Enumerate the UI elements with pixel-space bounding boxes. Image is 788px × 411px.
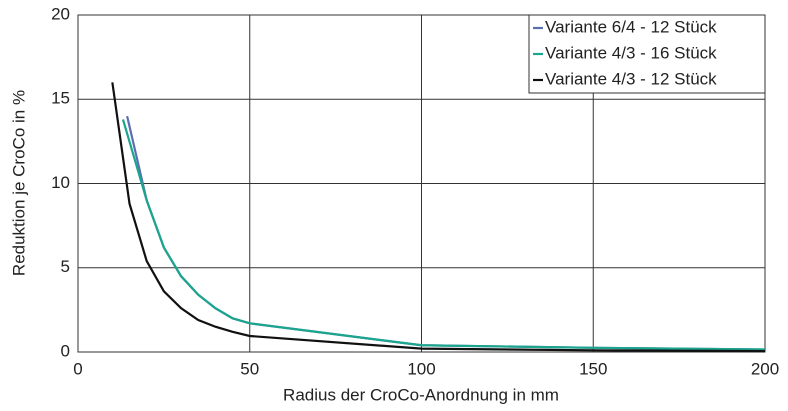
y-axis-label: Reduktion je CroCo in % [9,90,28,276]
y-tick-label: 10 [51,173,70,192]
series-line [126,115,766,351]
y-tick-label: 0 [61,341,70,360]
x-tick-label: 150 [579,359,607,378]
x-tick-label: 200 [751,359,779,378]
series-line [121,119,766,351]
x-axis-label: Radius der CroCo-Anordnung in mm [283,385,559,404]
legend-label: Variante 4/3 - 16 Stück [545,43,717,62]
series-line [111,82,766,353]
x-tick-label: 50 [240,359,259,378]
x-tick-label: 100 [407,359,435,378]
y-tick-label: 5 [61,257,70,276]
legend-label: Variante 6/4 - 12 Stück [545,17,717,36]
y-tick-label: 15 [51,89,70,108]
y-tick-label: 20 [51,4,70,23]
x-tick-label: 0 [73,359,82,378]
legend-box [528,14,766,94]
legend-label: Variante 4/3 - 12 Stück [545,69,717,88]
